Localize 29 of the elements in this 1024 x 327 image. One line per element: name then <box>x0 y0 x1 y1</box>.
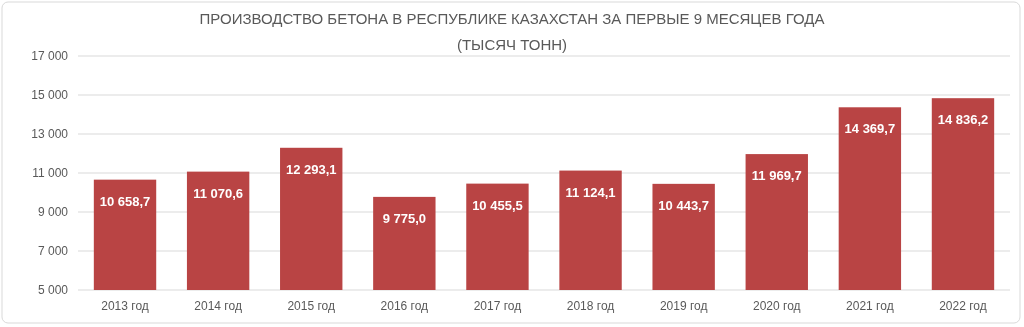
y-tick-label: 11 000 <box>32 166 69 180</box>
y-tick-label: 17 000 <box>31 49 69 63</box>
data-label: 12 293,1 <box>285 161 337 177</box>
x-tick-label: 2021 год <box>846 299 894 313</box>
chart-subtitle: (ТЫСЯЧ ТОНН) <box>456 36 568 53</box>
x-tick-label: 2014 год <box>194 299 242 313</box>
y-tick-label: 15 000 <box>31 88 69 102</box>
x-tick-label: 2022 год <box>939 299 987 313</box>
x-tick-label: 2016 год <box>380 299 429 313</box>
x-tick-label: 2013 год <box>101 299 149 313</box>
data-label: 14 369,7 <box>844 121 896 137</box>
x-tick-label: 2020 год <box>752 299 801 313</box>
data-label: 11 124,1 <box>565 184 616 200</box>
data-label: 10 443,7 <box>658 197 709 213</box>
data-label: 9 775,0 <box>382 210 427 226</box>
y-tick-label: 9 000 <box>37 205 69 219</box>
chart-title: ПРОИЗВОДСТВО БЕТОНА В РЕСПУБЛИКЕ КАЗАХСТАН ЗА ПЕРВЫЕ 9 МЕСЯЦЕВ ГОДА <box>199 10 825 27</box>
x-tick-label: 2015 год <box>287 299 336 313</box>
data-label: 14 836,2 <box>937 112 989 128</box>
y-tick-label: 13 000 <box>31 127 69 141</box>
x-tick-label: 2019 год <box>659 299 708 313</box>
x-tick-label: 2018 год <box>566 299 615 313</box>
data-label: 11 070,6 <box>193 185 244 201</box>
data-label: 10 658,7 <box>99 193 151 209</box>
y-tick-label: 7 000 <box>37 244 69 258</box>
data-label: 10 455,5 <box>472 197 523 213</box>
x-tick-label: 2017 год <box>473 299 522 313</box>
y-tick-label: 5 000 <box>37 283 69 297</box>
data-label: 11 969,7 <box>751 168 802 184</box>
